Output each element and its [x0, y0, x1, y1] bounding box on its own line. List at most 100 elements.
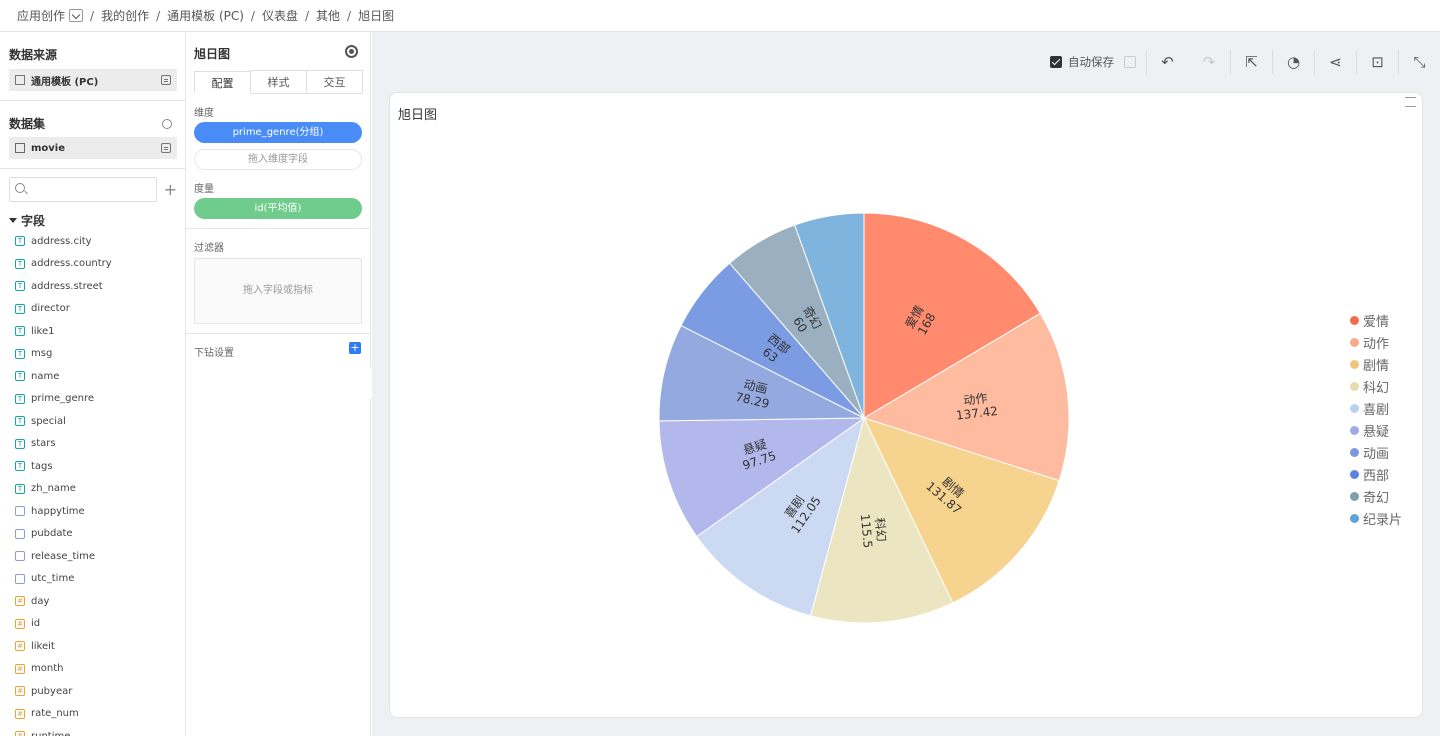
- divider: [0, 168, 185, 169]
- fields-group-header[interactable]: 字段: [0, 212, 185, 229]
- field-item[interactable]: # rate_num: [0, 703, 185, 726]
- field-item[interactable]: utc_time: [0, 568, 185, 591]
- legend-label: 剧情: [1363, 358, 1390, 374]
- filter-drop-zone[interactable]: 拖入字段或指标: [194, 258, 362, 324]
- chevron-down-icon[interactable]: [69, 9, 84, 22]
- dimension-drop-zone[interactable]: 拖入维度字段: [194, 149, 362, 170]
- caret-down-icon[interactable]: [9, 218, 17, 223]
- pie-slice[interactable]: [794, 212, 865, 419]
- preview-icon[interactable]: ◔: [1272, 50, 1314, 74]
- pie-chart[interactable]: 爱情168动作137.42剧情131.87科幻115.5喜剧112.05悬疑97…: [390, 93, 1420, 713]
- dataset-name: movie: [31, 142, 66, 154]
- legend-item[interactable]: 科幻: [1350, 375, 1402, 397]
- field-name: special: [31, 415, 66, 427]
- dataset-title: 数据集: [9, 117, 46, 131]
- legend-label: 喜剧: [1363, 402, 1390, 418]
- switch-source-icon[interactable]: [161, 75, 171, 85]
- add-field-icon[interactable]: +: [163, 179, 177, 199]
- field-item[interactable]: # likeit: [0, 635, 185, 658]
- legend-item[interactable]: 动作: [1350, 331, 1402, 353]
- breadcrumb-item-template[interactable]: 通用模板 (PC): [167, 9, 244, 23]
- legend-item[interactable]: 奇幻: [1350, 485, 1402, 507]
- field-item[interactable]: # id: [0, 613, 185, 636]
- text-field-icon: T: [15, 348, 25, 359]
- number-field-icon: #: [15, 641, 25, 652]
- pie-slice[interactable]: [809, 416, 954, 624]
- text-field-icon: T: [15, 483, 25, 494]
- field-item[interactable]: # runtime: [0, 725, 185, 736]
- legend-label: 科幻: [1363, 380, 1390, 396]
- pie-slice[interactable]: [863, 417, 1060, 604]
- dashboard-canvas: 自动保存 ↶ ↷ ⇱ ◔ ⋖ ⊡ ⤡ 旭日图 爱情 168 动作 137.42 剧情 13…: [372, 32, 1440, 736]
- tab-style[interactable]: 样式: [250, 70, 307, 93]
- checkbox-checked-icon[interactable]: [1050, 56, 1062, 68]
- legend-item[interactable]: 剧情: [1350, 353, 1402, 375]
- pie-slice[interactable]: [696, 416, 865, 617]
- add-drill-button[interactable]: +: [349, 341, 361, 354]
- terminal-icon[interactable]: ⊡: [1356, 50, 1398, 74]
- field-item[interactable]: # month: [0, 658, 185, 681]
- field-name: happytime: [31, 505, 85, 517]
- slice-category-label: 动画: [742, 377, 769, 396]
- save-icon[interactable]: [1124, 56, 1136, 68]
- legend-dot: [1350, 425, 1359, 435]
- card-menu-icon[interactable]: [1398, 95, 1420, 113]
- legend-item[interactable]: 西部: [1350, 463, 1402, 485]
- config-tabs: 配置 样式 交互: [194, 70, 363, 94]
- legend-item[interactable]: 喜剧: [1350, 397, 1402, 419]
- pie-slice[interactable]: [862, 312, 1070, 482]
- search-icon[interactable]: [162, 118, 172, 129]
- number-field-icon: #: [15, 731, 25, 736]
- chart-card[interactable]: 旭日图 爱情 168 动作 137.42 剧情 131.87 科幻 115.5 喜剧 112.05…: [389, 92, 1423, 718]
- share-icon[interactable]: ⋖: [1314, 50, 1356, 74]
- field-item[interactable]: happytime: [0, 500, 185, 523]
- field-item[interactable]: release_time: [0, 545, 185, 568]
- datasource-selector[interactable]: 通用模板 (PC): [9, 69, 177, 91]
- field-item[interactable]: # day: [0, 590, 185, 613]
- legend-item[interactable]: 悬疑: [1350, 419, 1402, 441]
- field-item[interactable]: pubdate: [0, 523, 185, 546]
- measure-label: 度量: [194, 184, 214, 195]
- legend-item[interactable]: 纪录片: [1350, 507, 1402, 529]
- legend-item[interactable]: 动画: [1350, 441, 1402, 463]
- divider: [186, 333, 371, 334]
- pie-slice[interactable]: [863, 212, 1041, 419]
- autosave-toggle[interactable]: 自动保存: [1050, 54, 1136, 70]
- measure-field-pill[interactable]: id(平均值): [194, 198, 362, 219]
- field-search-input[interactable]: [9, 177, 157, 202]
- breadcrumb-item-my-creations[interactable]: 我的创作: [101, 9, 150, 23]
- breadcrumb-item-other[interactable]: 其他: [316, 9, 341, 23]
- dimension-field-pill[interactable]: prime_genre(分组): [194, 122, 362, 143]
- chart-type-icon[interactable]: [345, 45, 358, 58]
- export-icon[interactable]: ⇱: [1230, 50, 1272, 74]
- collapse-fullscreen-icon[interactable]: ⤡: [1398, 50, 1440, 74]
- undo-icon[interactable]: ↶: [1146, 50, 1188, 74]
- breadcrumb-label[interactable]: 应用创作: [17, 9, 66, 23]
- pie-slice[interactable]: [658, 417, 866, 538]
- dataset-selector[interactable]: movie: [9, 137, 177, 159]
- switch-dataset-icon[interactable]: [161, 143, 171, 153]
- breadcrumb-item-app[interactable]: 应用创作: [17, 7, 84, 24]
- legend-item[interactable]: 爱情: [1350, 309, 1402, 331]
- field-item[interactable]: # pubyear: [0, 680, 185, 703]
- tab-config[interactable]: 配置: [194, 71, 251, 94]
- legend-dot: [1350, 359, 1359, 369]
- redo-icon[interactable]: ↷: [1202, 53, 1216, 71]
- pie-slice[interactable]: [658, 324, 865, 422]
- breadcrumb-item-dashboard[interactable]: 仪表盘: [261, 9, 298, 23]
- field-name: stars: [31, 438, 56, 450]
- tab-interaction[interactable]: 交互: [306, 70, 363, 93]
